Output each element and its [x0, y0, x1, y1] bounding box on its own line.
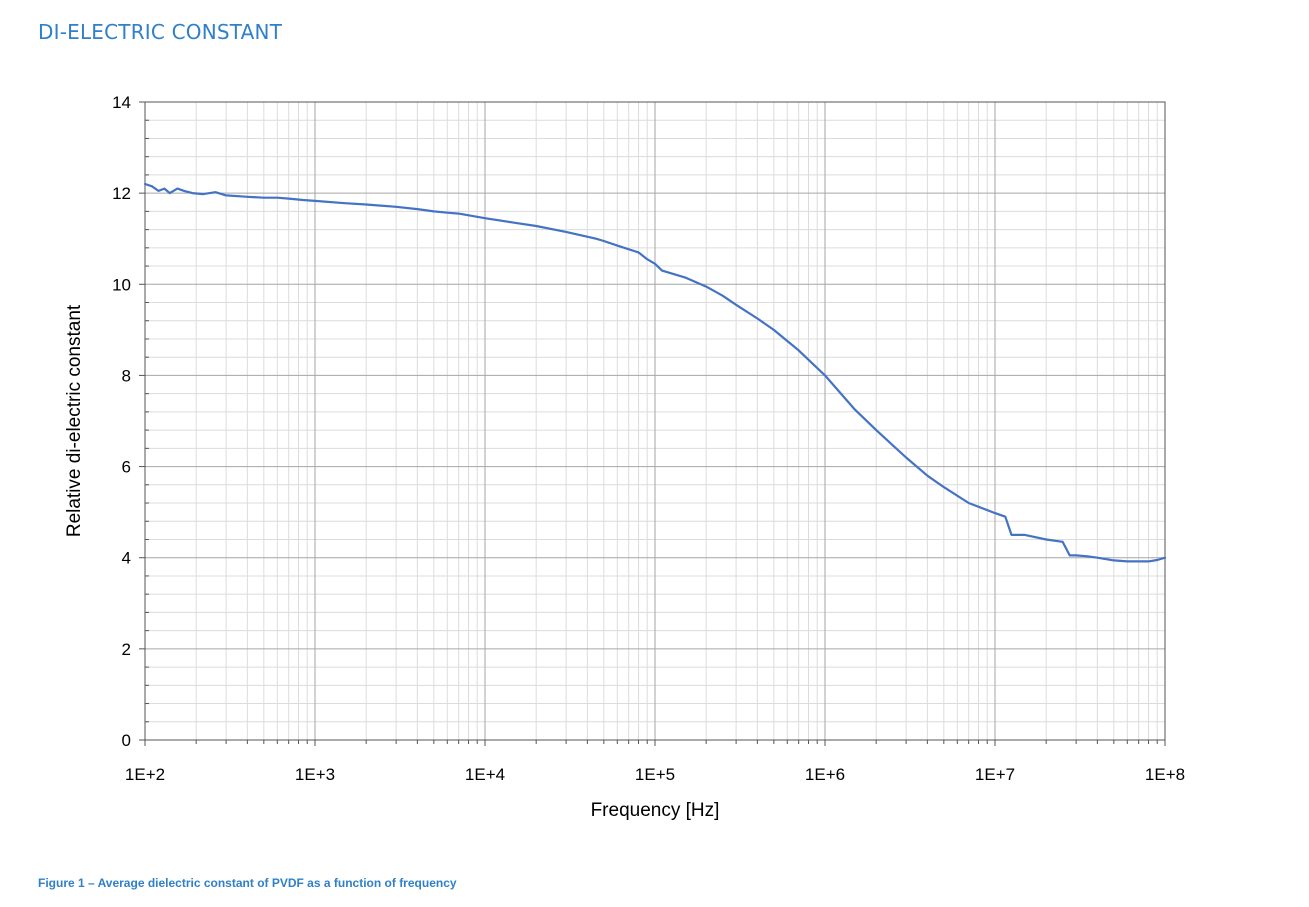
y-tick-label: 2 — [122, 640, 131, 659]
y-axis-title: Relative di-electric constant — [64, 304, 85, 537]
y-tick-label: 0 — [122, 731, 131, 750]
y-tick-label: 10 — [112, 275, 131, 294]
plot-frame — [144, 101, 1166, 741]
x-tick-label: 1E+2 — [125, 765, 165, 784]
y-tick-label: 14 — [112, 93, 131, 112]
x-axis-title: Frequency [Hz] — [591, 800, 720, 821]
axis-ticks — [139, 101, 1166, 746]
axes — [144, 101, 1166, 741]
series-line — [143, 182, 1167, 563]
y-tick-label: 8 — [122, 366, 131, 385]
x-tick-label: 1E+6 — [805, 765, 845, 784]
x-tick-label: 1E+7 — [975, 765, 1015, 784]
x-tick-label: 1E+5 — [635, 765, 675, 784]
y-tick-label: 12 — [112, 184, 131, 203]
figure-caption: Figure 1 – Average dielectric constant o… — [38, 876, 457, 890]
major-gridlines — [144, 101, 1166, 741]
series-group — [143, 182, 1167, 563]
tick-labels: 1E+2 1E+3 1E+4 1E+5 1E+6 1E+7 1E+8 0 2 4 6 8 10 12 14 — [112, 93, 1185, 784]
x-tick-label: 1E+8 — [1145, 765, 1185, 784]
section-heading: DI-ELECTRIC CONSTANT — [38, 20, 283, 44]
y-tick-label: 6 — [122, 458, 131, 477]
dielectric-chart: 1E+2 1E+3 1E+4 1E+5 1E+6 1E+7 1E+802468101214 … — [64, 93, 1185, 821]
x-tick-label: 1E+4 — [465, 765, 505, 784]
y-tick-label: 4 — [122, 549, 131, 568]
minor-gridlines-x — [195, 102, 1158, 740]
x-tick-label: 1E+3 — [295, 765, 335, 784]
